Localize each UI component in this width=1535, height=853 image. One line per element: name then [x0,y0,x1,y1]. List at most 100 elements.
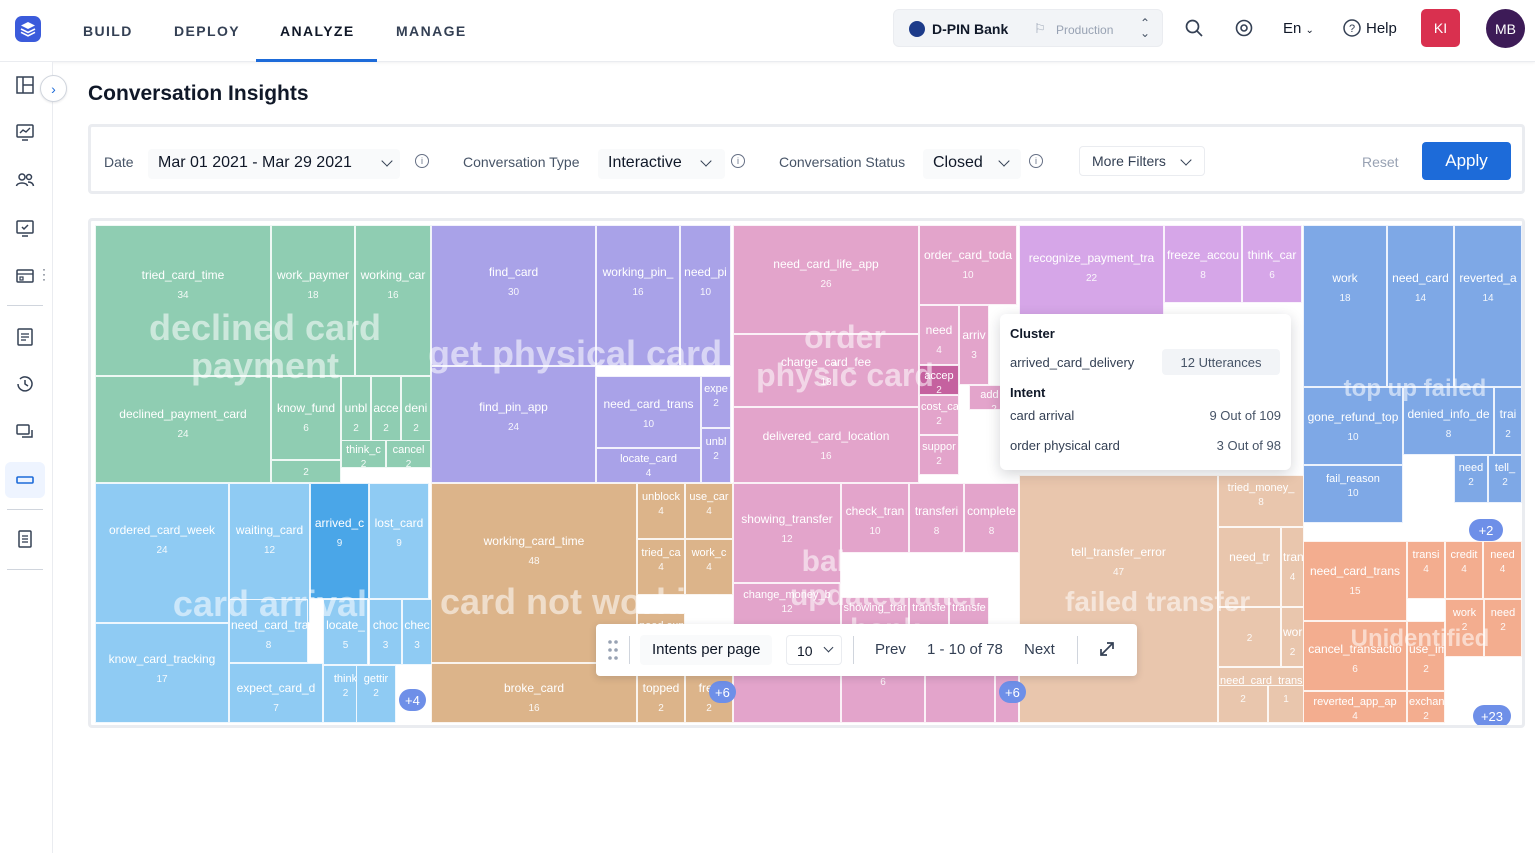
treemap-tile-cancel-transactio[interactable]: cancel_transactio 6 [1303,621,1407,691]
drag-handle-icon[interactable] [607,639,619,661]
treemap-tile-chec[interactable]: chec 3 [402,599,432,665]
treemap-tile-recognize-payment-tra[interactable]: recognize_payment_tra 22 [1019,225,1164,315]
reset-button[interactable]: Reset [1362,154,1399,170]
treemap-tile-trai[interactable]: trai 2 [1494,387,1522,455]
help-link[interactable]: Help [1366,20,1397,37]
nav-build[interactable]: BUILD [83,23,133,39]
treemap-tile-order-card-toda[interactable]: order_card_toda 10 [919,225,1017,305]
treemap-tile-need-card-life-app[interactable]: need_card_life_app 26 [733,225,919,334]
treemap-tile-think-car[interactable]: think_car 6 [1242,225,1302,303]
info-icon[interactable]: i [731,154,745,168]
treemap-tile-charge-card-fee[interactable]: charge_card_fee 18 [733,334,919,407]
treemap-tile-cancel[interactable]: cancel 2 [386,440,431,468]
conversation-insights-icon[interactable] [15,470,35,490]
treemap-tile-find-card[interactable]: find_card 30 [431,225,596,366]
treemap-tile-need-card-trans[interactable]: need_card_trans 15 [1303,541,1407,621]
treemap-tile-need-pi[interactable]: need_pi 10 [680,225,731,366]
treemap-tile-work-paymer[interactable]: work_paymer 18 [271,225,355,376]
treemap-tile-think-c[interactable]: think_c 2 [341,440,386,468]
treemap-tile-transfe[interactable]: transfe [909,597,949,627]
treemap-tile-working-car[interactable]: working_car 16 [355,225,431,376]
user-avatar-ki[interactable]: KI [1421,9,1460,47]
treemap-tile-delivered-card-location[interactable]: delivered_card_location 16 [733,407,919,483]
bot-environment-selector[interactable]: D-PIN Bank ⚐ Production ⌃ ⌄ [893,9,1163,47]
treemap-tile-lost-card[interactable]: lost_card 9 [369,483,429,599]
treemap-tile-working-pin-[interactable]: working_pin_ 16 [596,225,680,366]
treemap-tile-tried-money-[interactable]: tried_money_ 8 [1218,475,1304,527]
sidebar-expand-button[interactable]: › [40,75,67,102]
treemap-tile-tried-card-time[interactable]: tried_card_time 34 [95,225,271,376]
treemap-tile-accep[interactable]: accep 2 [919,365,959,395]
treemap-tile-fail-reason[interactable]: fail_reason 10 [1303,465,1403,523]
treemap-tile-arrived-c[interactable]: arrived_c 9 [310,483,369,599]
treemap-tile-need-card-trans[interactable]: need_card_trans 10 [596,376,701,448]
app-logo-icon[interactable] [15,16,41,42]
treemap-tile-expe[interactable]: expe 2 [701,376,731,428]
dashboard-chart-icon[interactable] [15,122,35,142]
treemap-tile-denied-info-de[interactable]: denied_info_de 8 [1403,387,1494,455]
treemap-tile-worl[interactable]: worl 2 [1281,607,1304,667]
treemap-tile-exchan[interactable]: exchan 2 [1407,691,1445,723]
next-page-button[interactable]: Next [1024,641,1055,658]
more-filters-button[interactable]: More Filters [1079,146,1205,176]
treemap-tile-use-im[interactable]: use_im 2 [1407,621,1445,691]
treemap-tile-tried-ca[interactable]: tried_ca 4 [637,539,685,595]
per-page-select[interactable]: 10 [786,635,842,665]
treemap-tile-cluster[interactable]: 2 [1218,607,1281,667]
report-icon[interactable] [15,529,35,549]
history-icon[interactable] [15,374,35,394]
info-icon[interactable]: i [415,154,429,168]
treemap-tile-need[interactable]: need 2 [1454,455,1488,503]
treemap-tile-work[interactable]: work 18 [1303,225,1387,387]
more-clusters-chip[interactable]: +6 [999,681,1026,703]
treemap-tile-work[interactable]: work 2 [1445,599,1484,657]
treemap-tile-find-pin-app[interactable]: find_pin_app 24 [431,366,596,483]
nav-manage[interactable]: MANAGE [396,23,467,39]
target-icon[interactable] [1234,18,1254,38]
treemap-tile-transferi[interactable]: transferi 8 [909,483,964,553]
treemap-tile-know-card-tracking[interactable]: know_card_tracking 17 [95,623,229,723]
more-vertical-icon[interactable]: · · · [42,262,46,286]
analytics-card-icon[interactable] [15,266,35,286]
treemap-tile-work-c[interactable]: work_c 4 [685,539,733,595]
treemap-tile-reverted-app-ap[interactable]: reverted_app_ap 4 [1303,691,1407,723]
document-list-icon[interactable] [15,327,35,347]
treemap-tile-gone-refund-top[interactable]: gone_refund_top 10 [1303,387,1403,465]
expand-arrows-icon[interactable] [1098,640,1116,658]
treemap-tile-locate-card[interactable]: locate_card 4 [596,448,701,483]
treemap-tile-freeze-accou[interactable]: freeze_accou 8 [1164,225,1242,303]
nav-analyze[interactable]: ANALYZE [256,0,377,62]
treemap-tile-use-car[interactable]: use_car 4 [685,483,733,539]
prev-page-button[interactable]: Prev [875,641,906,658]
treemap-tile-tell-[interactable]: tell_ 2 [1488,455,1522,503]
treemap-tile-cluster[interactable]: 2 [271,460,341,483]
treemap-tile-need[interactable]: need 4 [1483,541,1522,599]
treemap-tile-need-card-tran[interactable]: need_card_tran 8 [229,599,308,663]
treemap-tile-arriv[interactable]: arriv 3 [959,305,989,385]
treemap-tile-cluster[interactable]: 1 [1268,685,1304,723]
monitor-check-icon[interactable] [15,218,35,238]
treemap-tile-check-tran[interactable]: check_tran 10 [841,483,909,553]
treemap-tile-declined-payment-card[interactable]: declined_payment_card 24 [95,376,271,483]
treemap-tile-trans[interactable]: trans 4 [1281,527,1304,607]
treemap-tile-gettir[interactable]: gettir 2 [356,665,396,723]
treemap-tile-need[interactable]: need 2 [1484,599,1522,657]
treemap-tile-locate-[interactable]: locate_ 5 [323,599,368,665]
user-avatar-mb[interactable]: MB [1486,9,1525,48]
users-icon[interactable] [15,170,35,190]
treemap-tile-transfe[interactable]: transfe [949,597,989,627]
treemap-tile-change-money-b[interactable]: change_money_b 12 [733,583,841,625]
treemap-tile-reverted-a[interactable]: reverted_a 14 [1454,225,1522,387]
treemap-tile-complete[interactable]: complete 8 [964,483,1019,553]
treemap-tile-expect-card-d[interactable]: expect_card_d 7 [229,663,323,723]
nav-deploy[interactable]: DEPLOY [174,23,240,39]
treemap-tile-know-fund[interactable]: know_fund 6 [271,376,341,460]
treemap-tile-showing-trar[interactable]: showing_trar [841,597,909,627]
info-icon[interactable]: i [1029,154,1043,168]
language-selector[interactable]: En ⌄ [1283,20,1314,37]
search-icon[interactable] [1184,18,1204,38]
apply-button[interactable]: Apply [1422,142,1511,180]
treemap-tile-ordered-card-week[interactable]: ordered_card_week 24 [95,483,229,623]
more-clusters-chip[interactable]: +4 [399,689,426,711]
treemap-tile-need-card[interactable]: need_card 14 [1387,225,1454,387]
